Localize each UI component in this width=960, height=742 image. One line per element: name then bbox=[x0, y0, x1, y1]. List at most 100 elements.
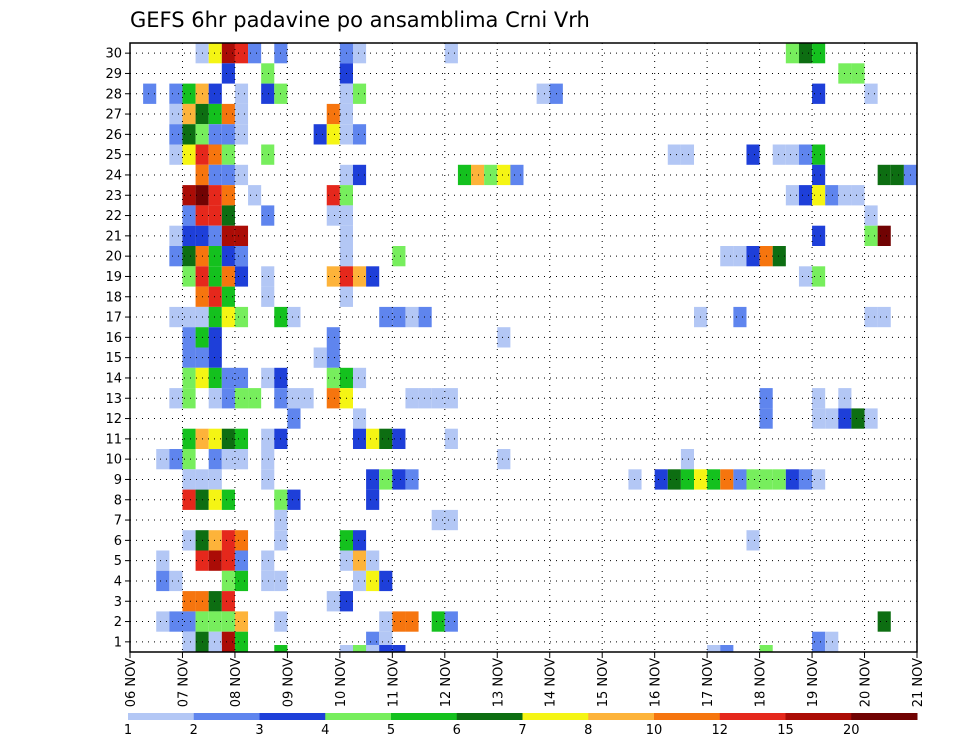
y-tick-label: 18 bbox=[105, 290, 122, 305]
heatmap-cell bbox=[864, 306, 878, 328]
heatmap-cell bbox=[169, 225, 183, 246]
heatmap-cell bbox=[654, 469, 668, 490]
heatmap-cell bbox=[313, 347, 327, 368]
heatmap-cell bbox=[208, 550, 222, 571]
y-tick-label: 7 bbox=[114, 514, 122, 529]
y-tick-label: 24 bbox=[105, 168, 122, 183]
y-tick-label: 29 bbox=[105, 67, 122, 82]
heatmap-cell bbox=[234, 306, 249, 328]
heatmap-cell bbox=[234, 124, 249, 145]
heatmap-cell bbox=[182, 347, 196, 368]
y-tick-label: 15 bbox=[105, 351, 122, 366]
heatmap-cell bbox=[182, 388, 196, 409]
y-tick-label: 5 bbox=[114, 554, 122, 569]
heatmap-cell bbox=[182, 591, 196, 612]
heatmap-cell bbox=[785, 185, 799, 206]
heatmap-cell bbox=[234, 611, 249, 632]
heatmap-cell bbox=[234, 631, 249, 652]
heatmap-cell bbox=[366, 645, 380, 652]
heatmap-cell bbox=[182, 489, 196, 510]
heatmap-cell bbox=[169, 144, 183, 165]
heatmap-cell bbox=[169, 124, 183, 145]
heatmap-cell bbox=[759, 645, 773, 652]
heatmap-cell bbox=[182, 631, 196, 652]
heatmap-cell bbox=[497, 164, 511, 186]
heatmap-cell bbox=[221, 631, 235, 652]
heatmap-cell bbox=[182, 144, 196, 165]
heatmap-cell bbox=[169, 306, 183, 328]
y-tick-label: 25 bbox=[105, 148, 122, 163]
heatmap-cell bbox=[221, 164, 235, 186]
heatmap-cell bbox=[366, 266, 380, 287]
heatmap-cell bbox=[326, 103, 340, 125]
y-tick-label: 26 bbox=[105, 128, 122, 143]
heatmap-cell bbox=[248, 43, 262, 64]
heatmap-cell bbox=[864, 408, 878, 429]
heatmap-cell bbox=[746, 144, 760, 165]
heatmap-cell bbox=[667, 144, 681, 165]
heatmap-cell bbox=[182, 185, 196, 206]
y-tick-label: 20 bbox=[105, 250, 122, 265]
colorbar-label: 20 bbox=[843, 723, 860, 738]
heatmap-cell bbox=[208, 164, 222, 186]
colorbar-swatch bbox=[325, 713, 392, 720]
heatmap-cell bbox=[418, 388, 432, 409]
heatmap-cell bbox=[352, 266, 367, 287]
heatmap-cell bbox=[352, 530, 367, 551]
heatmap-cell bbox=[326, 591, 340, 612]
y-tick-label: 1 bbox=[114, 635, 122, 650]
heatmap-cell bbox=[221, 286, 235, 307]
plot-frame bbox=[129, 42, 918, 653]
heatmap-cell bbox=[221, 43, 235, 64]
heatmap-cell bbox=[510, 164, 524, 186]
heatmap-cell bbox=[864, 205, 878, 226]
heatmap-cell bbox=[326, 388, 340, 409]
y-axis-labels: 3029282726252423222120191817161514131211… bbox=[105, 47, 130, 650]
colorbar-swatch bbox=[654, 713, 721, 720]
y-tick-label: 9 bbox=[114, 473, 122, 488]
heatmap-cell bbox=[877, 306, 891, 328]
heatmap-cell bbox=[812, 164, 826, 186]
x-tick-label: 13 NOV bbox=[491, 658, 506, 707]
heatmap-cell bbox=[339, 645, 353, 652]
heatmap-cell bbox=[287, 306, 301, 328]
heatmap-cell bbox=[221, 185, 235, 206]
heatmap-cell bbox=[208, 43, 222, 64]
heatmap-cell bbox=[326, 327, 340, 348]
heatmap-cell bbox=[261, 367, 275, 389]
heatmap-cell bbox=[379, 469, 393, 490]
heatmap-cell bbox=[261, 469, 275, 490]
heatmap-cell bbox=[182, 611, 196, 632]
x-tick-label: 08 NOV bbox=[229, 658, 244, 707]
heatmap-cell bbox=[864, 83, 878, 104]
colorbar-swatch bbox=[851, 713, 918, 720]
colorbar-swatch bbox=[719, 713, 786, 720]
heatmap-cell bbox=[221, 266, 235, 287]
heatmap-cell bbox=[261, 428, 275, 449]
heatmap-cell bbox=[234, 83, 249, 104]
heatmap-cell bbox=[707, 645, 721, 652]
colorbar-label: 15 bbox=[777, 723, 794, 738]
x-tick-label: 09 NOV bbox=[281, 658, 296, 707]
colorbar-swatch bbox=[391, 713, 458, 720]
heatmap-cell bbox=[234, 164, 249, 186]
colorbar-swatch bbox=[193, 713, 260, 720]
heatmap-cell bbox=[208, 286, 222, 307]
y-tick-label: 14 bbox=[105, 371, 122, 386]
x-tick-label: 16 NOV bbox=[649, 658, 664, 707]
chart-title: GEFS 6hr padavine po ansamblima Crni Vrh bbox=[130, 8, 590, 32]
heatmap-cell bbox=[379, 611, 393, 632]
heatmap-cell bbox=[182, 225, 196, 246]
heatmap-cell bbox=[274, 645, 288, 652]
heatmap-cell bbox=[812, 266, 826, 287]
x-tick-label: 15 NOV bbox=[596, 658, 611, 707]
heatmap-cell bbox=[208, 591, 222, 612]
heatmap-cell bbox=[746, 469, 760, 490]
heatmap-cell bbox=[366, 550, 380, 571]
heatmap-cell bbox=[208, 449, 222, 470]
y-tick-label: 21 bbox=[105, 229, 122, 244]
heatmap-cell bbox=[221, 306, 235, 328]
heatmap-cell bbox=[234, 570, 249, 592]
heatmap-cell bbox=[208, 645, 222, 652]
heatmap-cell bbox=[392, 645, 406, 652]
